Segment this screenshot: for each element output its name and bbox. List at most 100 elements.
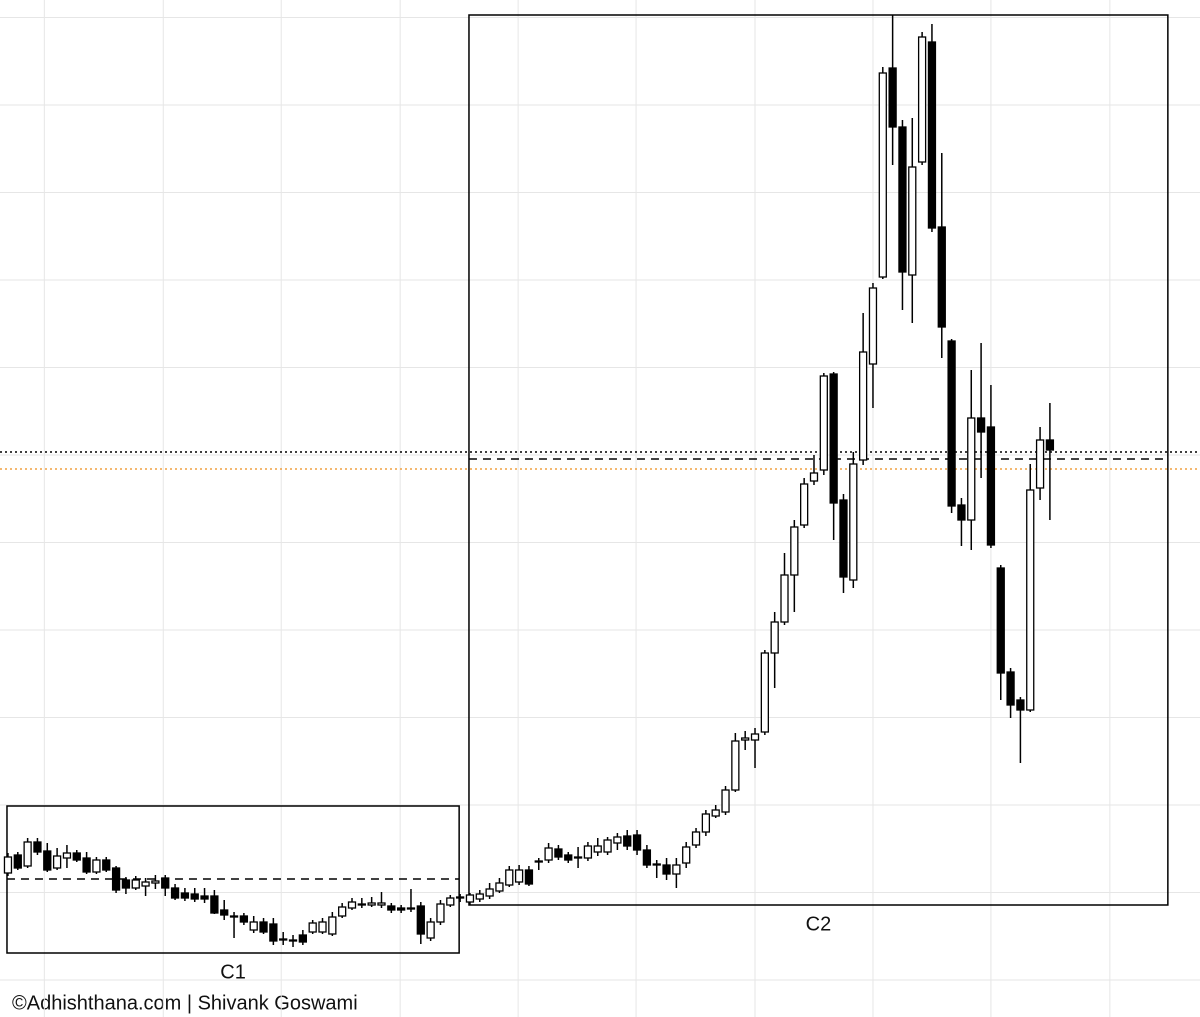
candle-body bbox=[514, 869, 524, 883]
candle-body bbox=[367, 902, 376, 906]
candle-body bbox=[23, 841, 32, 867]
candle-body bbox=[652, 863, 661, 866]
candle-body bbox=[780, 574, 789, 623]
candle-body bbox=[701, 813, 711, 833]
candle-body bbox=[318, 921, 327, 933]
candle-body bbox=[475, 893, 484, 900]
candle-body bbox=[141, 881, 150, 887]
candle-body bbox=[908, 166, 917, 276]
candle-body bbox=[347, 901, 357, 909]
candle-body bbox=[672, 864, 681, 875]
candle-body bbox=[642, 849, 652, 866]
candle-body bbox=[741, 737, 750, 741]
candle-body bbox=[102, 859, 111, 871]
candle-body bbox=[750, 733, 760, 741]
candle-body bbox=[288, 939, 298, 942]
candle-body bbox=[396, 907, 406, 911]
candle-body bbox=[790, 526, 799, 576]
candle-body bbox=[996, 567, 1005, 674]
candle-body bbox=[878, 72, 887, 278]
candle-body bbox=[406, 907, 416, 910]
candle-body bbox=[534, 860, 543, 863]
candle-body bbox=[760, 652, 769, 733]
box-label: C2 bbox=[806, 913, 832, 935]
candle-body bbox=[613, 836, 622, 844]
candle-body bbox=[229, 915, 239, 918]
candle-body bbox=[62, 852, 72, 859]
candle-body bbox=[603, 839, 612, 853]
candle-body bbox=[662, 864, 671, 875]
candle-body bbox=[544, 847, 553, 861]
candle-body bbox=[583, 845, 593, 859]
candle-body bbox=[111, 867, 121, 891]
candle-body bbox=[986, 426, 996, 546]
candle-body bbox=[1045, 439, 1055, 451]
candle-body bbox=[829, 373, 838, 504]
candle-body bbox=[711, 809, 720, 817]
range-box bbox=[468, 14, 1169, 906]
candle-body bbox=[338, 906, 347, 917]
candle-body bbox=[170, 887, 180, 899]
candle-body bbox=[239, 915, 249, 923]
candle-body bbox=[937, 226, 946, 328]
candle-body bbox=[554, 848, 563, 858]
candle-body bbox=[33, 841, 42, 853]
candle-body bbox=[485, 888, 494, 897]
credit: ©Adhishthana.com | Shivank Goswami bbox=[12, 992, 358, 1014]
candle-body bbox=[455, 896, 465, 899]
candle-body bbox=[465, 894, 475, 903]
candle-body bbox=[495, 882, 504, 892]
candle-body bbox=[269, 923, 278, 942]
candle-body bbox=[161, 877, 170, 889]
candle-body bbox=[858, 351, 868, 461]
candle-body bbox=[524, 869, 534, 885]
candle-body bbox=[180, 892, 190, 899]
candle-body bbox=[357, 903, 366, 906]
candle-body bbox=[121, 879, 131, 889]
candle-body bbox=[13, 854, 22, 869]
candle-body bbox=[92, 859, 101, 873]
candle-body bbox=[731, 740, 740, 791]
candle-body bbox=[809, 472, 819, 482]
candle-body bbox=[210, 895, 219, 914]
candle-body bbox=[819, 375, 828, 471]
candle-body bbox=[691, 831, 701, 846]
candle-body bbox=[770, 621, 779, 654]
candle-body bbox=[72, 852, 81, 861]
candle-body bbox=[721, 789, 730, 813]
candle-body bbox=[82, 857, 91, 873]
candle-body bbox=[52, 855, 62, 869]
candle-body bbox=[632, 834, 642, 851]
candle-body bbox=[1016, 699, 1025, 711]
candle-body bbox=[220, 909, 229, 916]
candle-body bbox=[917, 36, 927, 163]
candle-body bbox=[800, 483, 809, 526]
candle-body bbox=[426, 921, 435, 939]
candle-body bbox=[888, 67, 897, 128]
candle-body bbox=[1026, 489, 1035, 711]
candle-body bbox=[623, 835, 632, 847]
candle-body bbox=[200, 895, 209, 900]
candle-body bbox=[298, 934, 308, 943]
candle-body bbox=[947, 340, 956, 507]
candle-body bbox=[279, 938, 288, 941]
candle-body bbox=[839, 499, 848, 578]
candle-body bbox=[328, 916, 337, 935]
candle-body bbox=[377, 902, 386, 906]
candle-body bbox=[976, 417, 986, 433]
candle-body bbox=[308, 922, 317, 933]
candle-body bbox=[43, 850, 52, 871]
candle-body bbox=[505, 869, 514, 886]
candle-body bbox=[849, 463, 858, 581]
candle-body bbox=[564, 854, 573, 861]
candle-body bbox=[957, 504, 966, 521]
candle-body bbox=[259, 921, 268, 933]
candle-body bbox=[3, 856, 13, 874]
candle-body bbox=[387, 905, 396, 911]
candle-body bbox=[682, 846, 691, 864]
candle-body bbox=[436, 903, 445, 923]
candle-body bbox=[868, 287, 878, 365]
candle-body bbox=[1035, 439, 1045, 489]
candle-body bbox=[573, 856, 583, 859]
